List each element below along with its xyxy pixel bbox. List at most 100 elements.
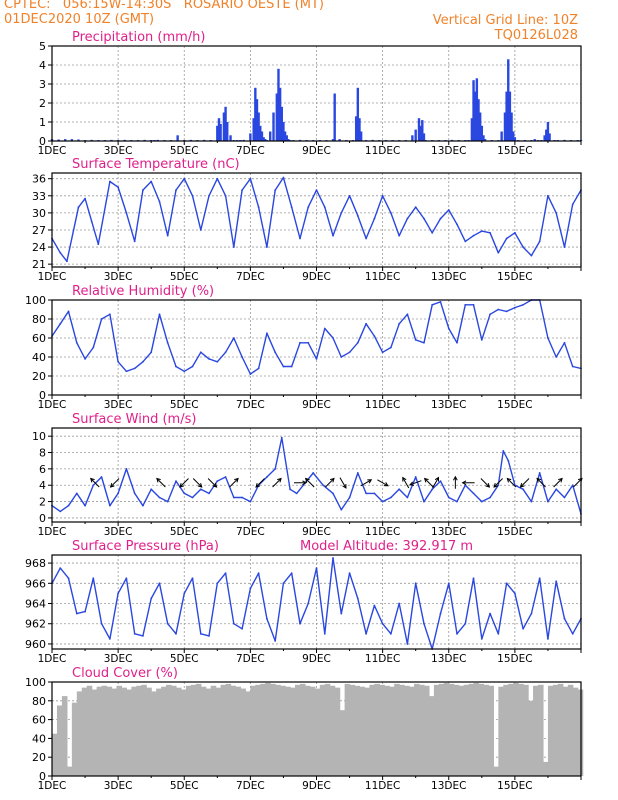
pressure-point bbox=[480, 637, 483, 640]
cloud-bar bbox=[542, 761, 549, 776]
wind-arrow-shaft bbox=[255, 478, 265, 488]
pressure-point bbox=[555, 580, 558, 583]
temperature-point bbox=[389, 211, 392, 214]
temperature-point bbox=[232, 246, 235, 248]
precip-bar bbox=[264, 139, 267, 141]
humidity-point bbox=[315, 358, 318, 360]
wind-point bbox=[158, 496, 161, 499]
pressure-point bbox=[133, 632, 136, 635]
temperature-point bbox=[373, 217, 376, 220]
humidity-point bbox=[199, 351, 202, 354]
precip-bar bbox=[219, 123, 222, 141]
cloud-bar bbox=[528, 700, 534, 776]
humidity-xtick-label: 11DEC bbox=[365, 399, 400, 411]
humidity-point bbox=[323, 327, 326, 330]
wind-direction-arrow bbox=[109, 478, 120, 488]
temperature-point bbox=[108, 180, 111, 183]
humidity-point bbox=[224, 351, 227, 354]
wind-point bbox=[183, 492, 186, 495]
wind-arrow-head bbox=[179, 483, 184, 488]
precip-xtick-label: 13DEC bbox=[431, 145, 466, 157]
cloud-bar bbox=[81, 687, 88, 776]
wind-point bbox=[563, 496, 566, 499]
wind-point bbox=[241, 496, 244, 499]
pressure-point bbox=[92, 577, 95, 580]
wind-arrow-head bbox=[409, 481, 415, 486]
wind-direction-arrow bbox=[553, 477, 563, 488]
cloud-bar bbox=[513, 682, 519, 776]
precip-bar bbox=[224, 106, 227, 141]
pressure-point bbox=[224, 572, 227, 575]
temperature-point bbox=[513, 231, 516, 234]
pressure-point bbox=[571, 632, 574, 635]
precip-bar bbox=[280, 106, 283, 141]
cloud-bar bbox=[175, 687, 182, 776]
pressure-point bbox=[150, 597, 153, 600]
temperature-point bbox=[224, 194, 227, 197]
cloud-bar bbox=[533, 685, 539, 776]
wind-point bbox=[507, 459, 510, 462]
temperature-point bbox=[332, 234, 334, 237]
pressure-point bbox=[175, 632, 177, 635]
wind-arrow-head bbox=[485, 483, 491, 488]
wind-arrow-head bbox=[277, 477, 282, 483]
pressure-point bbox=[257, 572, 260, 575]
precip-bar bbox=[546, 122, 550, 141]
wind-direction-arrow bbox=[192, 478, 203, 488]
temperature-point bbox=[381, 194, 384, 197]
cloud-bar bbox=[56, 705, 63, 776]
precip-bar bbox=[176, 135, 179, 141]
humidity-panel: 0 20 40 60 80 100 1DEC 3DEC 5DEC 7DEC 9DEC 11DEC 13D… bbox=[25, 284, 582, 411]
cloud-bar bbox=[156, 688, 162, 776]
precip-bar bbox=[480, 125, 484, 141]
precip-bar bbox=[57, 139, 60, 141]
pressure-point bbox=[505, 582, 508, 585]
cloud-bar bbox=[478, 683, 485, 776]
pressure-point bbox=[365, 632, 367, 635]
temperature-point bbox=[356, 214, 359, 217]
precip-bar bbox=[358, 118, 361, 141]
pressure-point bbox=[323, 632, 326, 635]
cloud-bar bbox=[66, 766, 73, 776]
humidity-point bbox=[75, 341, 78, 344]
humidity-point bbox=[307, 341, 310, 344]
pressure-point bbox=[67, 577, 70, 580]
temperature-xtick-label: 11DEC bbox=[365, 271, 400, 283]
wind-direction-arrow bbox=[493, 478, 503, 488]
precip-bar bbox=[543, 135, 546, 141]
cloud-bar bbox=[295, 684, 301, 776]
wind-arrow-head bbox=[506, 477, 512, 483]
humidity-point bbox=[423, 341, 425, 344]
wind-point bbox=[439, 480, 442, 483]
pressure-point bbox=[547, 637, 549, 640]
temperature-point bbox=[274, 189, 277, 191]
humidity-point bbox=[431, 303, 434, 306]
cloud-bar bbox=[141, 684, 147, 776]
temperature-point bbox=[142, 189, 144, 191]
cloud-bar bbox=[349, 684, 356, 776]
cloud-bar bbox=[190, 684, 197, 776]
pressure-xtick-label: 5DEC bbox=[170, 653, 199, 665]
pressure-point bbox=[117, 592, 120, 595]
humidity-point bbox=[522, 303, 525, 306]
cloud-bar bbox=[171, 685, 177, 776]
humidity-point bbox=[356, 341, 359, 344]
wind-direction-arrow bbox=[207, 478, 218, 488]
cloud-xtick-label: 3DEC bbox=[104, 780, 133, 792]
wind-xtick-label: 5DEC bbox=[170, 526, 199, 538]
cloud-bar bbox=[423, 685, 430, 776]
wind-direction-arrow bbox=[506, 477, 517, 488]
wind-ytick-label: 0 bbox=[39, 512, 46, 525]
temperature-point bbox=[555, 211, 558, 214]
cloud-bar bbox=[245, 691, 251, 776]
wind-point bbox=[538, 472, 541, 474]
precip-bar bbox=[277, 68, 280, 141]
cloud-bar bbox=[384, 685, 390, 776]
cloud-bar bbox=[136, 685, 142, 776]
wind-arrow-shaft bbox=[339, 477, 347, 489]
precip-bar bbox=[510, 112, 513, 141]
precip-bar bbox=[285, 135, 288, 141]
humidity-point bbox=[117, 360, 120, 363]
cloud-bar bbox=[265, 682, 271, 776]
humidity-xtick-label: 1DEC bbox=[38, 399, 67, 411]
